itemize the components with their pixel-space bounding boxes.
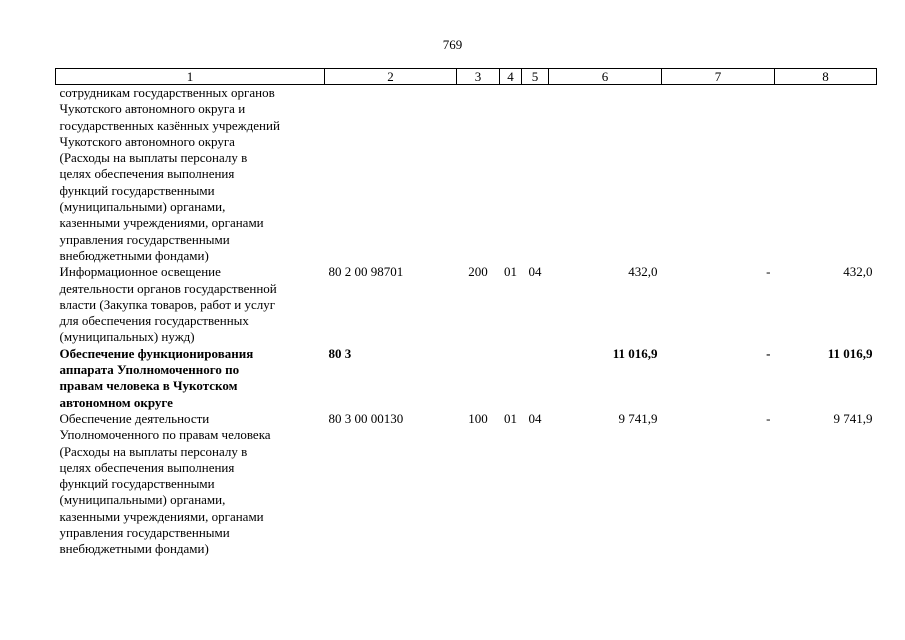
table-row: сотрудникам государственных органов Чукот… [56, 85, 877, 265]
description-line: целях обеспечения выполнения [59, 459, 235, 475]
row-code: 80 2 00 98701 [328, 264, 404, 280]
row-amount-col8: 432,0 [843, 264, 873, 280]
row-amount-col8: 11 016,9 [827, 345, 873, 361]
description-line: (муниципальными) органами, [59, 199, 226, 215]
row-amount-col8: 9 741,9 [833, 410, 873, 426]
row-amount-col6 [549, 85, 662, 265]
row-expense-type [457, 346, 500, 411]
row-description: Обеспечение функционирования аппарата Упо… [56, 346, 325, 411]
description-line: казенными учреждениями, органами [59, 508, 264, 524]
description-line: внебюджетными фондами) [59, 247, 209, 263]
row-description: Обеспечение деятельности Уполномоченного … [56, 411, 325, 558]
row-amount-col7: - [766, 345, 771, 361]
budget-table: 1 2 3 4 5 6 7 8 сотрудникам государствен… [55, 68, 877, 558]
description-line: (Расходы на выплаты персоналу в [59, 443, 248, 459]
description-line: для обеспечения государственных [59, 313, 249, 329]
header-cell-4: 4 [499, 68, 522, 85]
description-line: Обеспечение функционирования [59, 345, 254, 361]
header-cell-8: 8 [774, 68, 877, 85]
description-line: (Расходы на выплаты персоналу в [59, 150, 248, 166]
description-line: государственных казённых учреждений [59, 117, 280, 133]
row-amount-col7 [662, 85, 775, 265]
description-line: (муниципальными) органами, [59, 492, 226, 508]
row-description: Информационное освещение деятельности орг… [56, 264, 325, 345]
description-line: (муниципальных) нужд) [59, 329, 195, 345]
description-line: деятельности органов государственной [59, 280, 277, 296]
header-cell-6: 6 [548, 68, 662, 85]
description-line: управления государственными [59, 525, 230, 541]
row-description: сотрудникам государственных органов Чукот… [56, 85, 325, 265]
row-amount-col6: 11 016,9 [612, 345, 658, 361]
description-line: целях обеспечения выполнения [59, 166, 235, 182]
row-subsection: 04 [528, 264, 542, 280]
row-subsection: 04 [528, 410, 542, 426]
row-subsection [522, 85, 549, 265]
row-section [500, 346, 522, 411]
row-code: 80 3 00 00130 [328, 410, 404, 426]
row-amount-col6: 432,0 [628, 264, 658, 280]
description-line: Чукотского автономного округа [59, 133, 235, 149]
description-line: казенными учреждениями, органами [59, 215, 264, 231]
table-row: Информационное освещение деятельности орг… [56, 264, 877, 345]
row-amount-col7: - [766, 264, 771, 280]
description-line: функций государственными [59, 182, 215, 198]
header-cell-7: 7 [661, 68, 775, 85]
row-code [325, 85, 457, 265]
description-line: правам человека в Чукотском [59, 378, 238, 394]
description-line: Информационное освещение [59, 264, 221, 280]
header-cell-2: 2 [324, 68, 457, 85]
description-line: внебюджетными фондами) [59, 541, 209, 557]
description-line: Обеспечение деятельности [59, 410, 210, 426]
row-expense-type: 200 [468, 264, 488, 280]
row-amount-col8 [775, 85, 877, 265]
description-line: автономном округе [59, 394, 173, 410]
table-row: Обеспечение функционирования аппарата Упо… [56, 346, 877, 411]
header-cell-5: 5 [521, 68, 549, 85]
header-cell-3: 3 [456, 68, 500, 85]
description-line: функций государственными [59, 476, 215, 492]
table-header-row: 1 2 3 4 5 6 7 8 [55, 68, 877, 85]
row-section [500, 85, 522, 265]
row-expense-type [457, 85, 500, 265]
description-line: управления государственными [59, 231, 230, 247]
description-line: власти (Закупка товаров, работ и услуг [59, 296, 276, 312]
description-line: Чукотского автономного округа и [59, 101, 246, 117]
table-row: Обеспечение деятельности Уполномоченного … [56, 411, 877, 558]
row-amount-col6: 9 741,9 [618, 410, 658, 426]
header-cell-1: 1 [55, 68, 325, 85]
row-code: 80 3 [328, 345, 352, 361]
row-amount-col7: - [766, 410, 771, 426]
row-section: 01 [504, 410, 517, 426]
row-expense-type: 100 [468, 410, 488, 426]
description-line: сотрудникам государственных органов [59, 85, 275, 100]
description-line: Уполномоченного по правам человека [59, 427, 271, 443]
description-line: аппарата Уполномоченного по [59, 362, 240, 378]
page-number: 769 [442, 37, 463, 52]
row-section: 01 [504, 264, 517, 280]
row-subsection [522, 346, 549, 411]
